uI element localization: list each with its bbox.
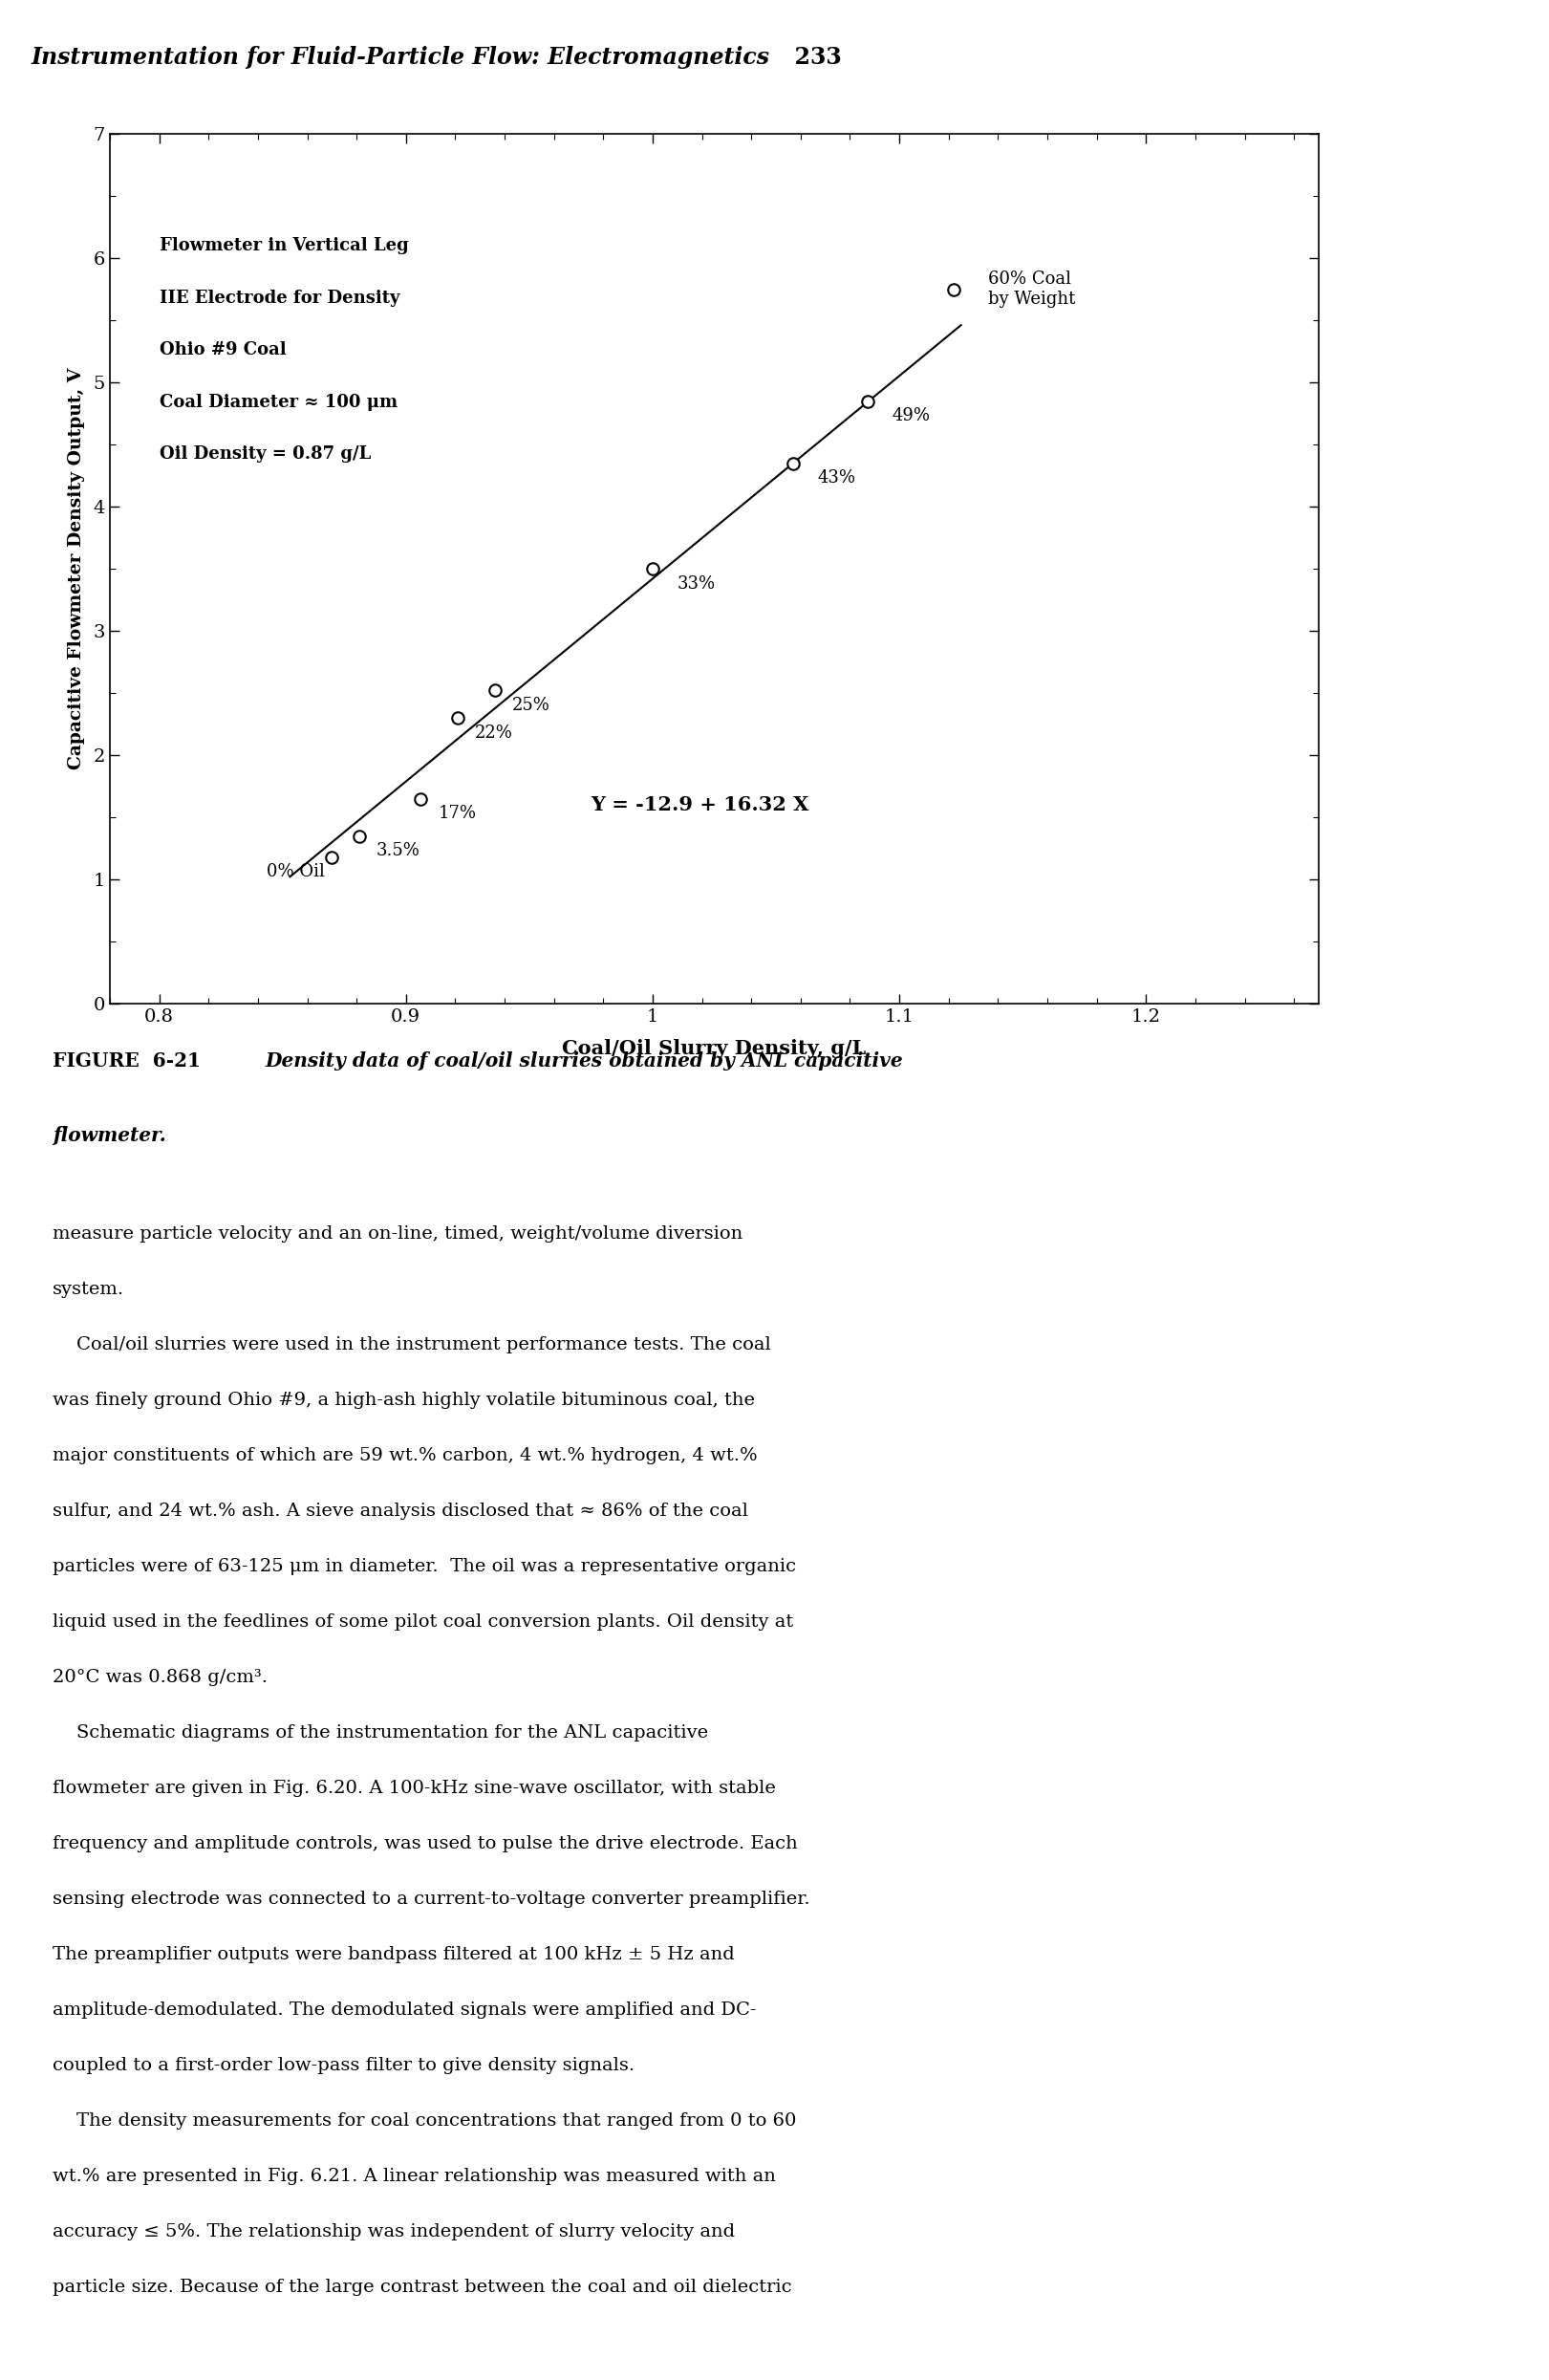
Text: Y = -12.9 + 16.32 X: Y = -12.9 + 16.32 X — [592, 795, 809, 814]
Y-axis label: Capacitive Flowmeter Density Output, V: Capacitive Flowmeter Density Output, V — [68, 369, 85, 769]
Text: particle size. Because of the large contrast between the coal and oil dielectric: particle size. Because of the large cont… — [53, 2278, 792, 2297]
Text: Oil Density = 0.87 g/L: Oil Density = 0.87 g/L — [160, 445, 370, 464]
Text: frequency and amplitude controls, was used to pulse the drive electrode. Each: frequency and amplitude controls, was us… — [53, 1835, 798, 1852]
Text: IIE Electrode for Density: IIE Electrode for Density — [160, 290, 400, 307]
Text: 0% Oil: 0% Oil — [266, 864, 325, 881]
Text: The density measurements for coal concentrations that ranged from 0 to 60: The density measurements for coal concen… — [53, 2113, 796, 2130]
Text: Coal Diameter ≈ 100 μm: Coal Diameter ≈ 100 μm — [160, 393, 397, 412]
Text: major constituents of which are 59 wt.% carbon, 4 wt.% hydrogen, 4 wt.%: major constituents of which are 59 wt.% … — [53, 1447, 757, 1464]
Text: Instrumentation for Fluid-Particle Flow: Electromagnetics: Instrumentation for Fluid-Particle Flow:… — [31, 45, 770, 69]
Text: sensing electrode was connected to a current-to-voltage converter preamplifier.: sensing electrode was connected to a cur… — [53, 1890, 810, 1909]
Text: 20°C was 0.868 g/cm³.: 20°C was 0.868 g/cm³. — [53, 1668, 268, 1685]
Text: 233: 233 — [779, 45, 843, 69]
Text: amplitude-demodulated. The demodulated signals were amplified and DC-: amplitude-demodulated. The demodulated s… — [53, 2002, 756, 2018]
Text: Coal/oil slurries were used in the instrument performance tests. The coal: Coal/oil slurries were used in the instr… — [53, 1335, 771, 1354]
Text: system.: system. — [53, 1280, 124, 1297]
Text: measure particle velocity and an on-line, timed, weight/volume diversion: measure particle velocity and an on-line… — [53, 1226, 742, 1242]
X-axis label: Coal/Oil Slurry Density, g/L: Coal/Oil Slurry Density, g/L — [562, 1038, 866, 1057]
Text: 60% Coal
by Weight: 60% Coal by Weight — [988, 271, 1075, 307]
Text: Schematic diagrams of the instrumentation for the ANL capacitive: Schematic diagrams of the instrumentatio… — [53, 1723, 708, 1742]
Text: 3.5%: 3.5% — [376, 843, 420, 859]
Text: Density data of coal/oil slurries obtained by ANL capacitive: Density data of coal/oil slurries obtain… — [265, 1052, 903, 1071]
Text: 43%: 43% — [818, 469, 857, 486]
Text: liquid used in the feedlines of some pilot coal conversion plants. Oil density a: liquid used in the feedlines of some pil… — [53, 1614, 793, 1630]
Text: 17%: 17% — [438, 804, 476, 821]
Text: flowmeter are given in Fig. 6.20. A 100-kHz sine-wave oscillator, with stable: flowmeter are given in Fig. 6.20. A 100-… — [53, 1780, 776, 1797]
Text: 22%: 22% — [476, 724, 513, 740]
Text: sulfur, and 24 wt.% ash. A sieve analysis disclosed that ≈ 86% of the coal: sulfur, and 24 wt.% ash. A sieve analysi… — [53, 1502, 748, 1521]
Text: The preamplifier outputs were bandpass filtered at 100 kHz ± 5 Hz and: The preamplifier outputs were bandpass f… — [53, 1947, 734, 1964]
Text: 49%: 49% — [892, 407, 929, 424]
Text: flowmeter.: flowmeter. — [53, 1126, 166, 1145]
Text: coupled to a first-order low-pass filter to give density signals.: coupled to a first-order low-pass filter… — [53, 2056, 635, 2073]
Text: 25%: 25% — [513, 697, 550, 714]
Text: FIGURE  6-21: FIGURE 6-21 — [53, 1052, 201, 1071]
Text: particles were of 63-125 μm in diameter.  The oil was a representative organic: particles were of 63-125 μm in diameter.… — [53, 1559, 796, 1576]
Text: Ohio #9 Coal: Ohio #9 Coal — [160, 340, 287, 359]
Text: wt.% are presented in Fig. 6.21. A linear relationship was measured with an: wt.% are presented in Fig. 6.21. A linea… — [53, 2168, 776, 2185]
Text: was finely ground Ohio #9, a high-ash highly volatile bituminous coal, the: was finely ground Ohio #9, a high-ash hi… — [53, 1392, 754, 1409]
Text: accuracy ≤ 5%. The relationship was independent of slurry velocity and: accuracy ≤ 5%. The relationship was inde… — [53, 2223, 734, 2240]
Text: Flowmeter in Vertical Leg: Flowmeter in Vertical Leg — [160, 238, 409, 255]
Text: 33%: 33% — [677, 576, 716, 593]
